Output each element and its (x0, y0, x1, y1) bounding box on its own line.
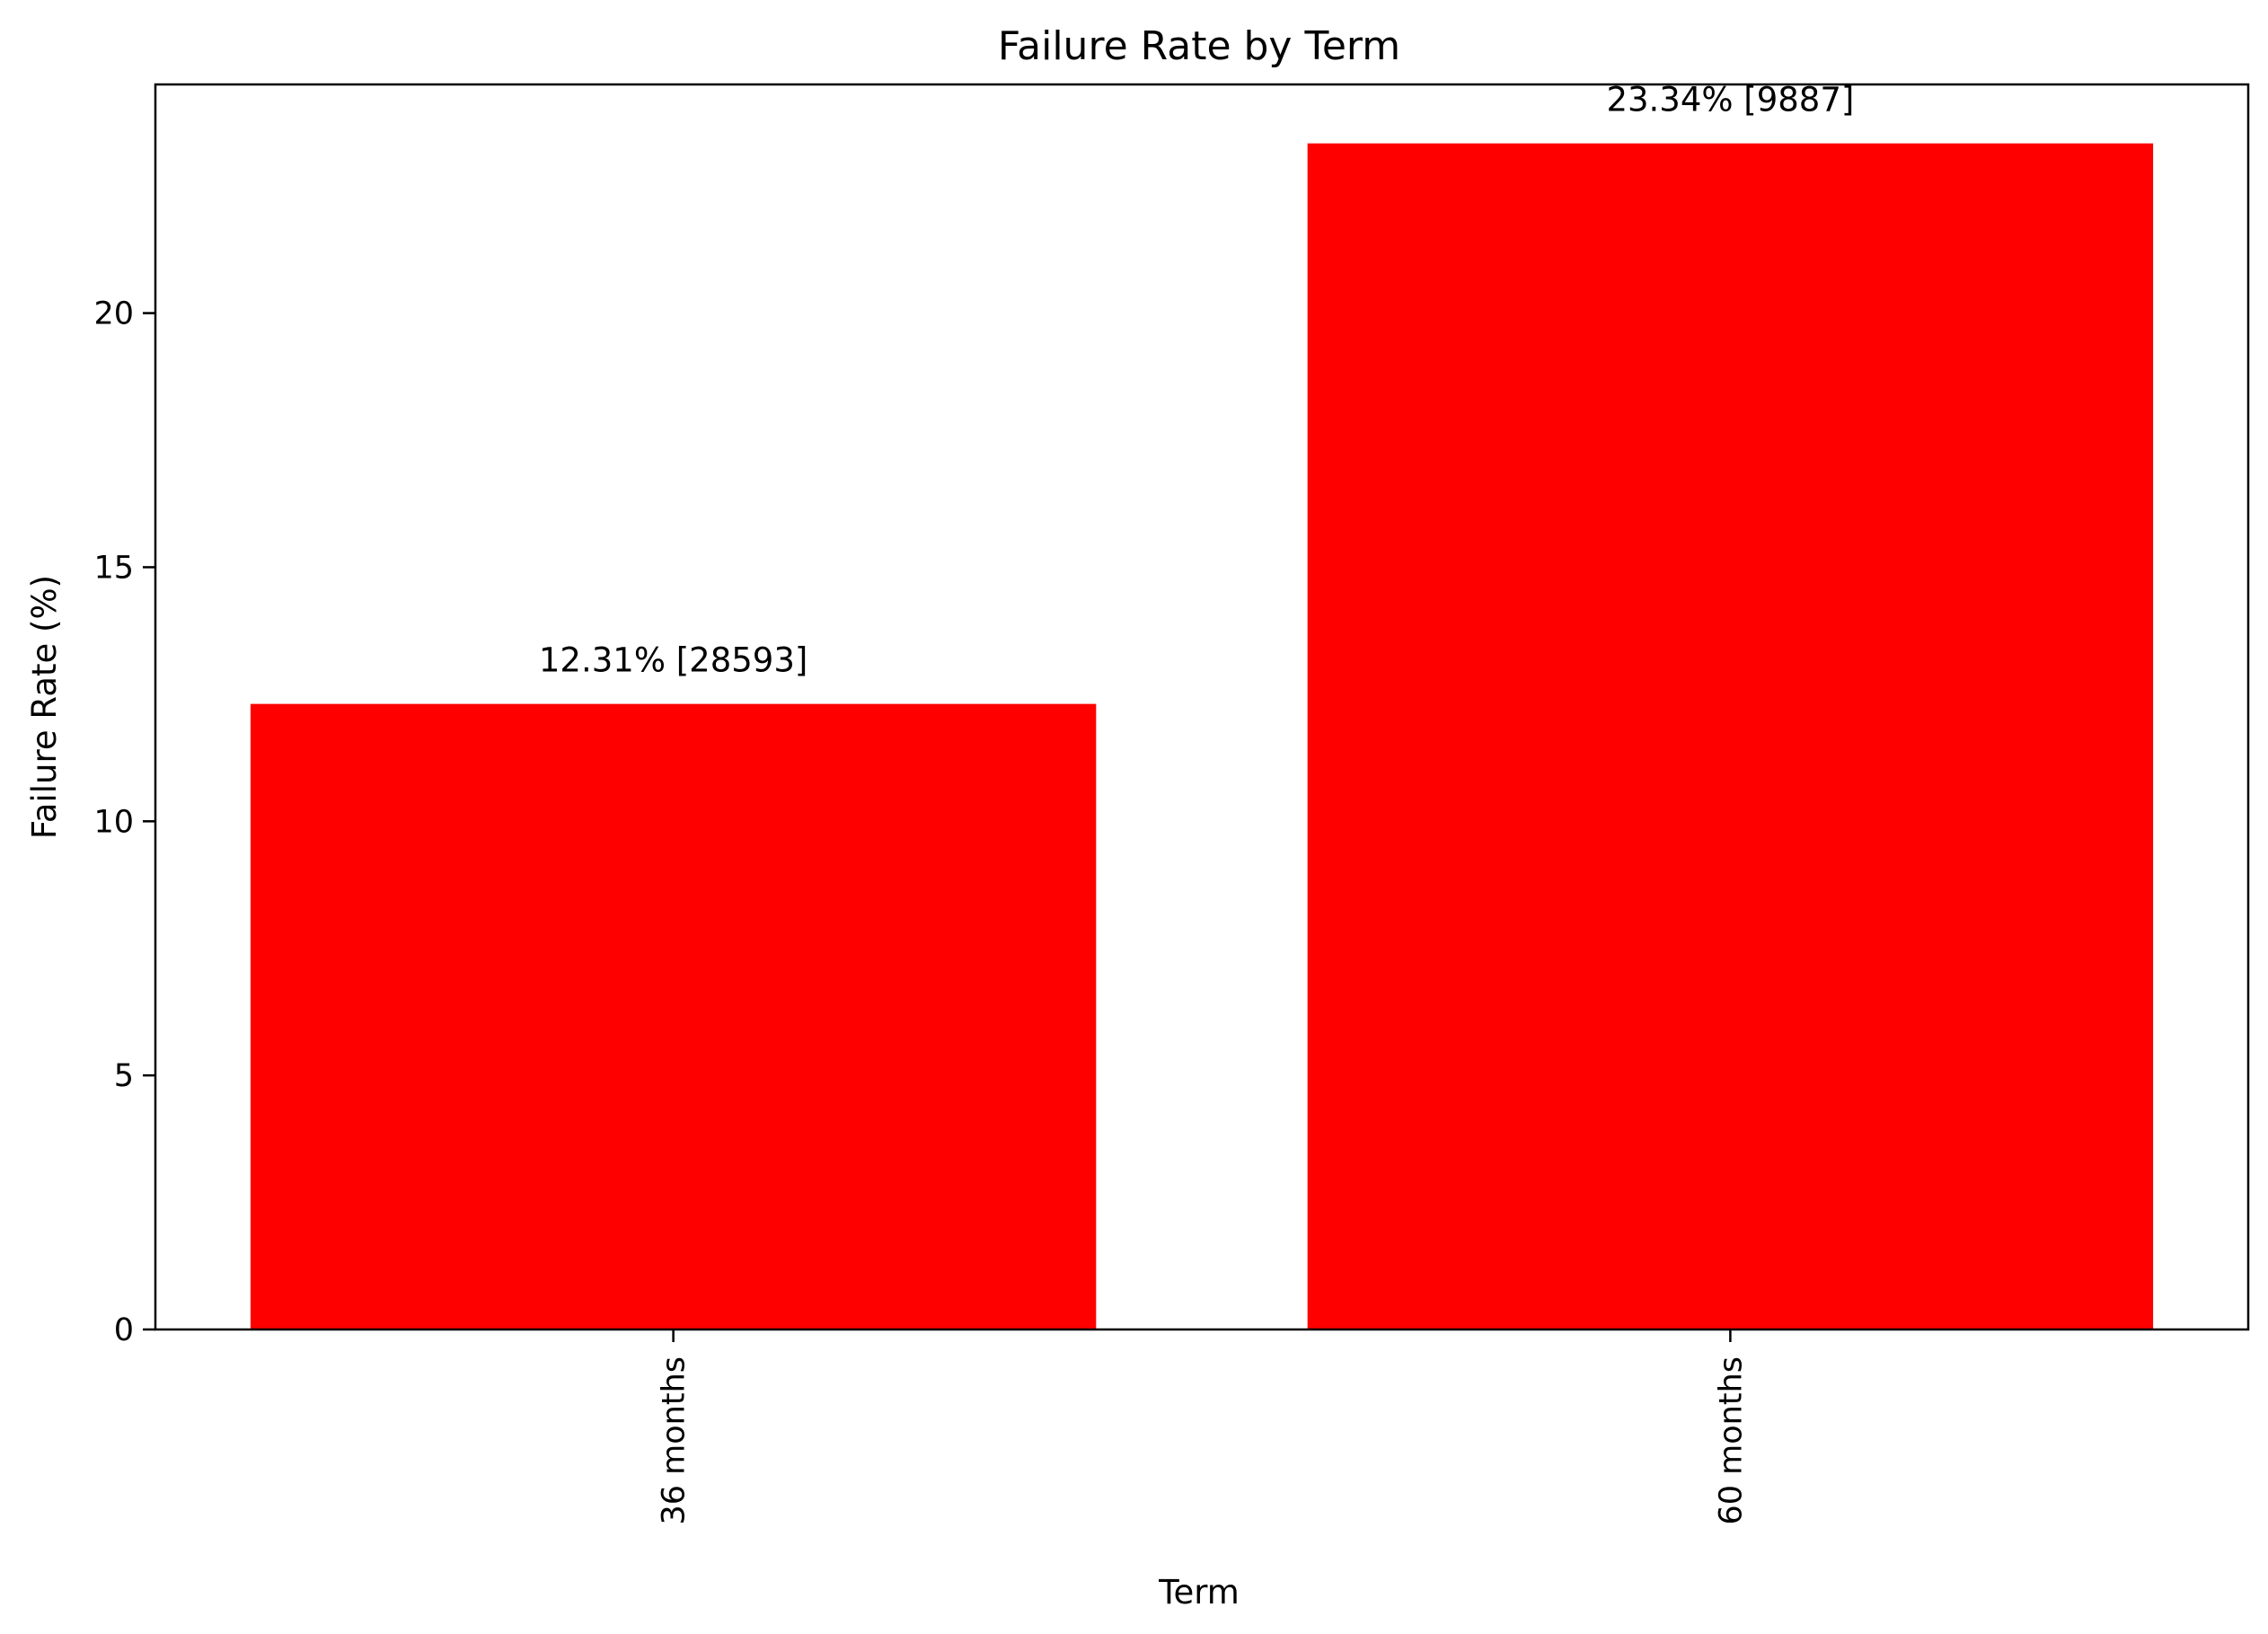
bar-data-label: 23.34% [9887] (1606, 81, 1854, 119)
x-axis-ticks: 36 months 60 months (657, 1329, 1749, 1525)
y-tick-label: 0 (114, 1312, 134, 1348)
y-axis-ticks: 0 5 10 15 20 (93, 296, 155, 1348)
y-axis-label: Failure Rate (%) (25, 575, 64, 839)
bars-group (250, 143, 2154, 1330)
bar-60-months (1307, 143, 2154, 1330)
y-tick-label: 20 (93, 296, 134, 332)
y-tick-label: 5 (114, 1058, 134, 1094)
data-labels-group: 12.31% [28593] 23.34% [9887] (539, 81, 1854, 680)
x-axis-label: Term (1158, 1573, 1240, 1612)
plot-frame (154, 83, 2250, 1331)
x-tick-label: 60 months (1713, 1356, 1749, 1525)
bar-36-months (250, 703, 1097, 1329)
y-tick-label: 10 (93, 804, 134, 840)
chart-title: Failure Rate by Term (998, 23, 1400, 69)
x-tick-label: 36 months (657, 1356, 693, 1525)
y-tick-label: 15 (93, 550, 134, 586)
bar-data-label: 12.31% [28593] (539, 641, 807, 680)
